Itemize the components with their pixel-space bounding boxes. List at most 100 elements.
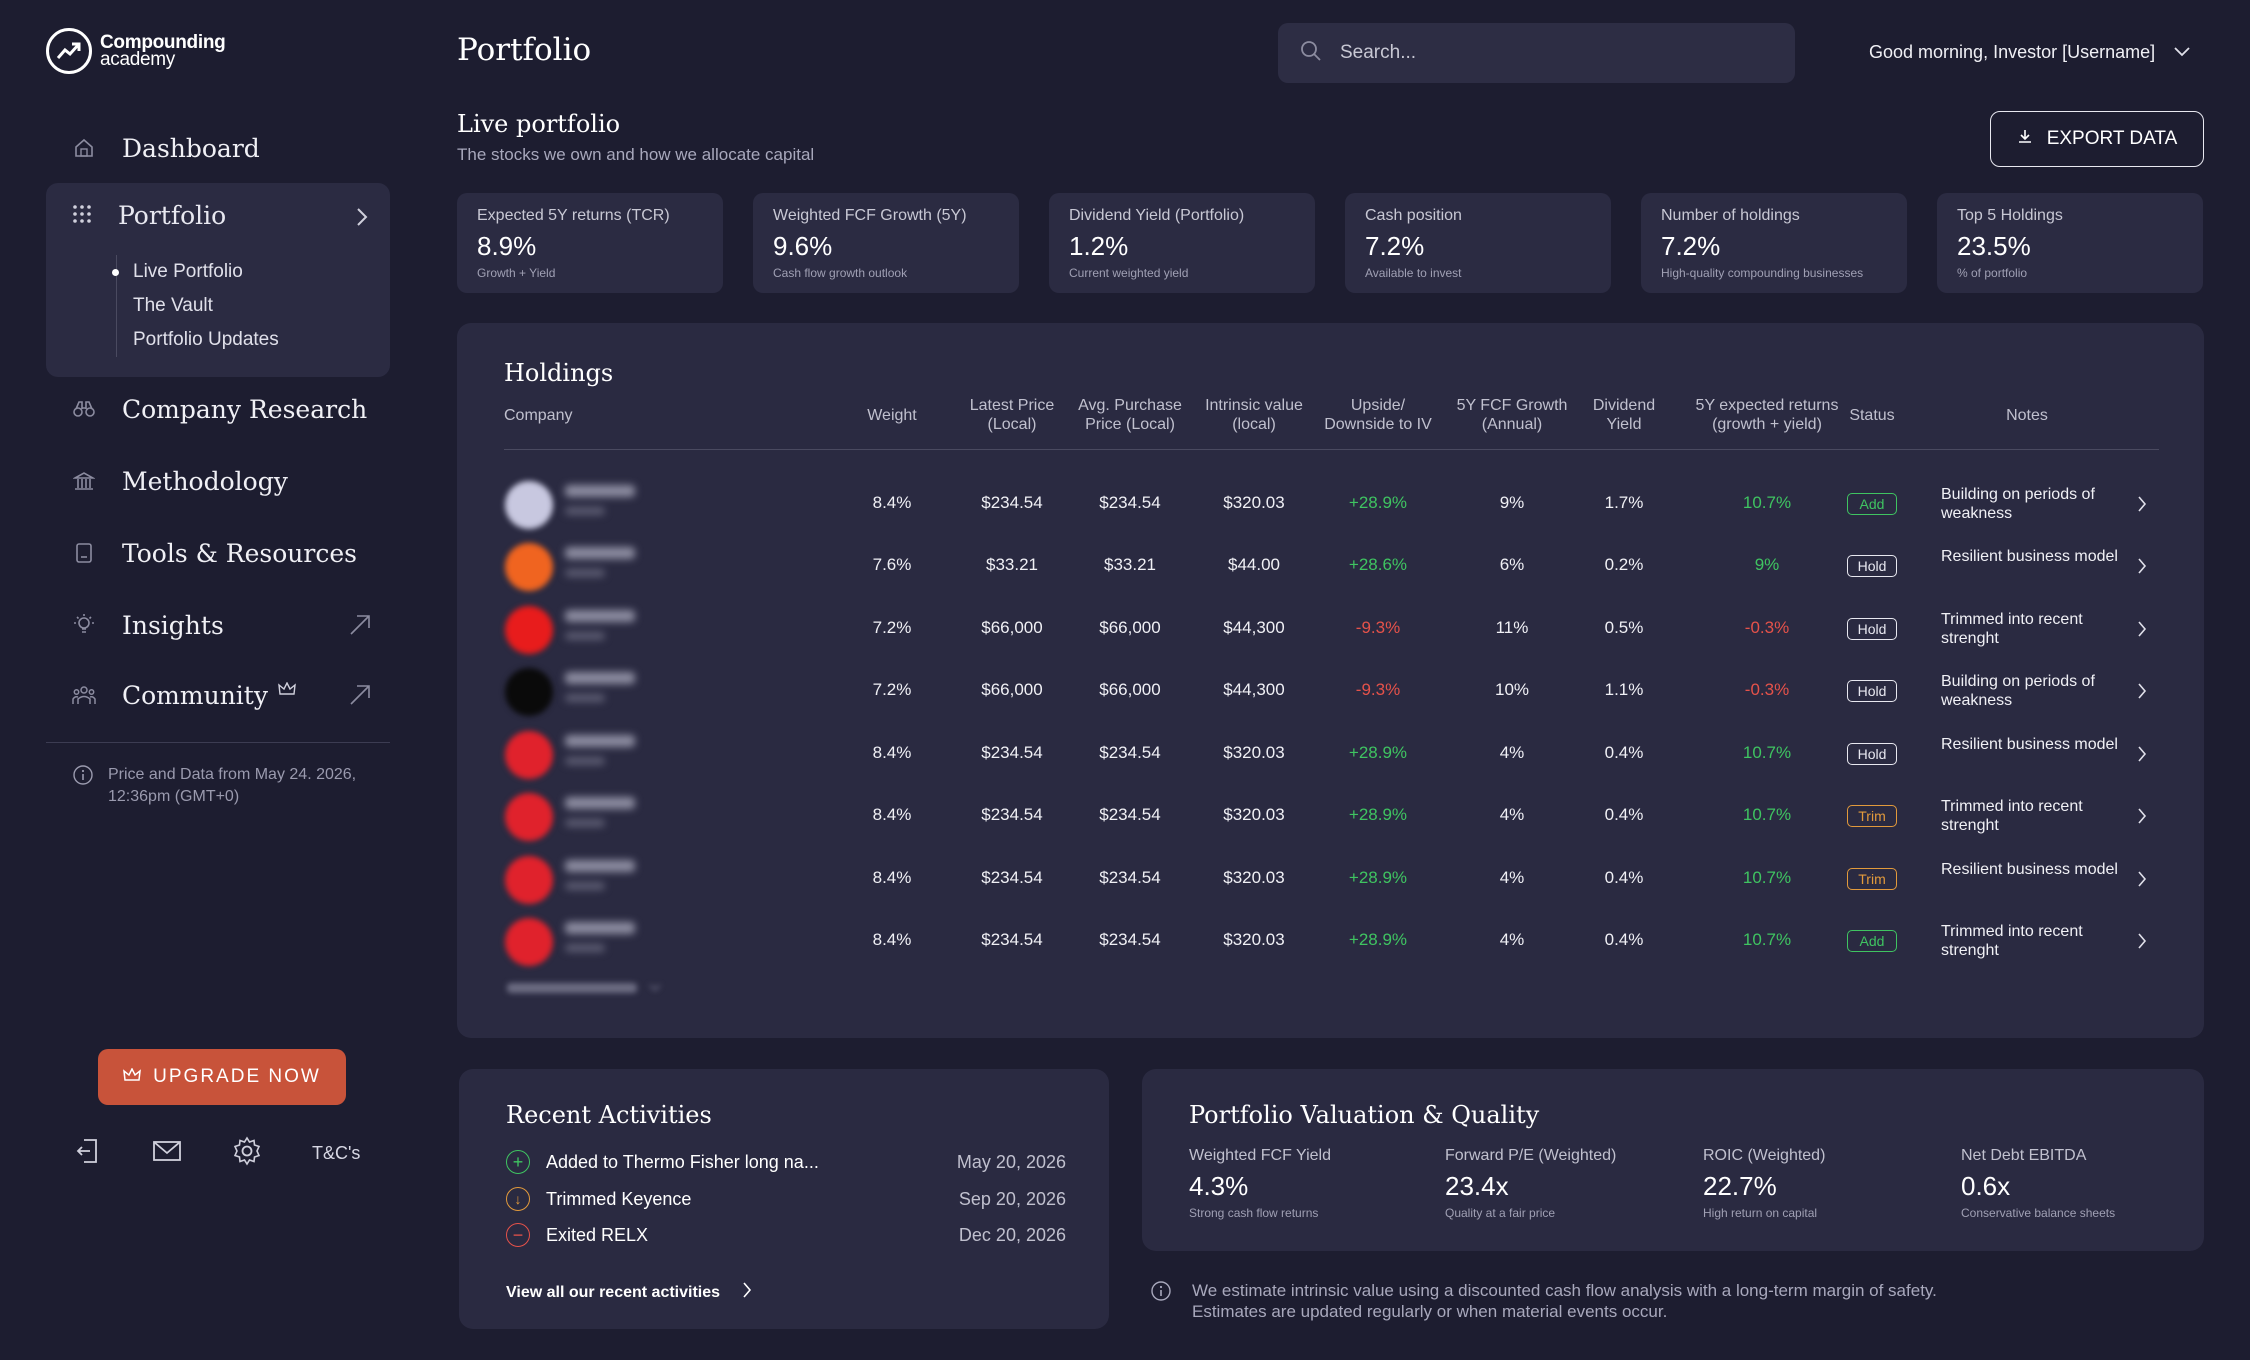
nav-insights[interactable]: Insights [46,595,390,655]
metric-caption: Quality at a fair price [1445,1206,1556,1220]
subnav-portfolio-updates[interactable]: Portfolio Updates [133,329,279,350]
table-row[interactable]: 8.4% $234.54 $234.54 $320.03 +28.9% 4% 0.4% 10.… [457,848,2204,910]
stat-card-expected-returns: Expected 5Y returns (TCR) 8.9% Growth + … [457,193,723,293]
cell-upside: -9.3% [1355,618,1401,637]
table-row[interactable]: 8.4% $234.54 $234.54 $320.03 +28.9% 4% 0.4% 10.… [457,785,2204,847]
activity-text: Trimmed Keyence [546,1188,692,1209]
table-row[interactable]: 7.2% $66,000 $66,000 $44,300 -9.3% 10% 1.1% -0.… [457,660,2204,722]
portfolio-subnav: Live Portfolio The Vault Portfolio Updat… [112,255,279,357]
metric-caption: Strong cash flow returns [1189,1206,1319,1220]
nav-tools-resources[interactable]: Tools & Resources [46,523,390,583]
cell-upside: +28.9% [1348,805,1408,824]
stat-value: 23.5% [1957,231,2031,261]
col-company: Company [504,407,573,424]
cell-intrinsic-value: $320.03 [1223,868,1285,887]
table-row[interactable]: 8.4% $234.54 $234.54 $320.03 +28.9% 4% 0.4% 10.… [457,723,2204,785]
valuation-quality-card: Portfolio Valuation & Quality Weighted F… [1142,1069,2204,1251]
chevron-right-icon[interactable] [2137,807,2147,830]
cell-expected-returns: 9% [1754,555,1780,574]
logout-icon[interactable] [74,1137,102,1170]
show-all-holdings-link[interactable] [507,983,661,993]
stat-caption: Growth + Yield [477,266,556,280]
status-badge: Trim [1847,868,1897,890]
metric-fcf-yield: Weighted FCF Yield 4.3% Strong cash flow… [1189,1147,1331,1220]
table-row[interactable]: 8.4% $234.54 $234.54 $320.03 +28.9% 4% 0.4% 10.… [457,910,2204,972]
cell-avg-price: $234.54 [1099,805,1161,824]
subnav-live-portfolio[interactable]: Live Portfolio [112,255,279,289]
info-icon [72,764,94,808]
cell-upside: +28.6% [1348,555,1408,574]
cell-note: Building on periods of weakness [1941,673,2095,709]
chevron-right-icon[interactable] [2137,932,2147,955]
cell-weight: 8.4% [872,805,912,824]
live-portfolio-subtitle: The stocks we own and how we allocate ca… [457,145,815,164]
cell-dividend-yield: 0.2% [1604,555,1644,574]
cell-weight: 8.4% [872,868,912,887]
nav-community[interactable]: Community [46,665,390,725]
live-portfolio-title: Live portfolio [457,110,621,138]
table-row[interactable]: 7.6% $33.21 $33.21 $44.00 +28.6% 6% 0.2% 9% Hold… [457,535,2204,597]
nav-insights-label: Insights [122,610,224,640]
export-data-button[interactable]: EXPORT DATA [1990,111,2204,167]
cell-weight: 7.2% [872,680,912,699]
view-all-activities-link[interactable]: View all our recent activities [506,1281,752,1304]
terms-link[interactable]: T&C's [312,1143,361,1163]
cell-avg-price: $66,000 [1099,680,1161,699]
stat-value: 7.2% [1365,231,1425,261]
cell-note: Resilient business model [1941,736,2118,753]
chevron-right-icon[interactable] [2137,682,2147,705]
company-logo [505,731,553,779]
col-latest-price: Latest Price (Local) [969,397,1055,433]
valuation-disclaimer: We estimate intrinsic value using a disc… [1150,1280,2012,1322]
stat-value: 9.6% [773,231,833,261]
status-badge: Add [1847,493,1897,515]
activity-item[interactable]: ↓ Trimmed Keyence Sep 20, 2026 [506,1184,1066,1214]
cell-expected-returns: 10.7% [1742,743,1792,762]
cell-fcf-growth: 11% [1495,618,1529,637]
cell-expected-returns: 10.7% [1742,868,1792,887]
cell-intrinsic-value: $44,300 [1223,680,1285,699]
chevron-right-icon[interactable] [2137,557,2147,580]
stat-label: Top 5 Holdings [1957,207,2063,224]
mail-icon[interactable] [152,1139,182,1168]
user-menu[interactable]: Good morning, Investor [Username] [1869,42,2191,63]
metric-label: Weighted FCF Yield [1189,1147,1331,1164]
nav-portfolio[interactable]: Portfolio [72,201,226,230]
table-row[interactable]: 8.4% $234.54 $234.54 $320.03 +28.9% 9% 1.7% 10.… [457,473,2204,535]
nav-methodology[interactable]: Methodology [46,451,390,511]
activity-text: Exited RELX [546,1224,649,1245]
arrow-down-circle-icon: ↓ [506,1187,530,1211]
subnav-the-vault[interactable]: The Vault [133,295,213,316]
search-bar[interactable] [1278,23,1795,83]
cell-latest-price: $234.54 [981,743,1043,762]
stat-caption: % of portfolio [1957,266,2028,280]
chevron-right-icon[interactable] [2137,620,2147,643]
chevron-right-icon[interactable] [356,207,368,232]
grid-icon [72,201,92,230]
table-row[interactable]: 7.2% $66,000 $66,000 $44,300 -9.3% 11% 0.5% -0.… [457,598,2204,660]
cell-avg-price: $234.54 [1099,743,1161,762]
external-link-icon [348,613,372,643]
chevron-right-icon[interactable] [2137,870,2147,893]
company-logo [505,793,553,841]
search-input[interactable] [1340,42,1760,64]
col-dividend-yield: Dividend Yield [1592,397,1656,433]
chevron-right-icon[interactable] [2137,495,2147,518]
cell-dividend-yield: 0.5% [1604,618,1644,637]
nav-company-research[interactable]: Company Research [46,379,390,439]
brand-logo[interactable]: Compounding academy [46,28,226,74]
cell-fcf-growth: 4% [1499,930,1525,949]
cell-weight: 8.4% [872,493,912,512]
cell-latest-price: $234.54 [981,805,1043,824]
company-logo [505,481,553,529]
price-data-text: Price and Data from May 24. 2026, 12:36p… [108,766,357,805]
chevron-right-icon[interactable] [2137,745,2147,768]
cell-fcf-growth: 4% [1499,868,1525,887]
upgrade-now-button[interactable]: UPGRADE NOW [98,1049,346,1105]
activity-date: May 20, 2026 [956,1151,1066,1172]
gear-icon[interactable] [232,1136,262,1171]
nav-dashboard[interactable]: Dashboard [46,118,390,178]
activity-item[interactable]: + Added to Thermo Fisher long na... May … [506,1147,1066,1177]
status-badge: Add [1847,930,1897,952]
activity-item[interactable]: − Exited RELX Dec 20, 2026 [506,1220,1066,1250]
